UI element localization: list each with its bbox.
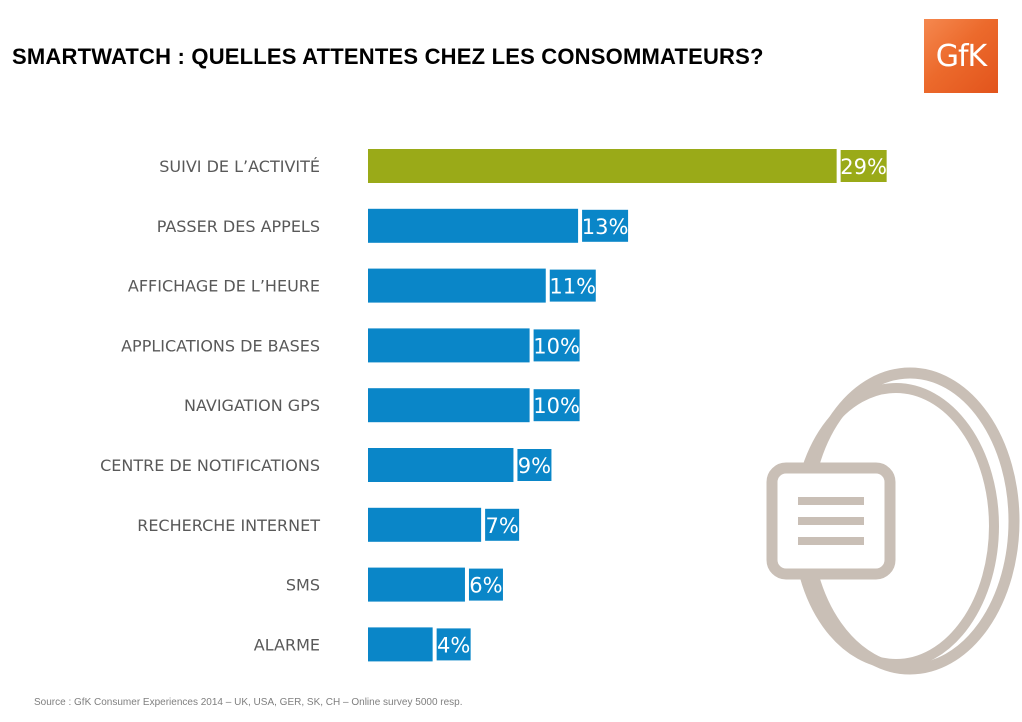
value-label-box	[517, 449, 552, 481]
bar	[368, 507, 482, 542]
category-label: PASSER DES APPELS	[157, 217, 320, 236]
value-label: 6%	[469, 574, 502, 598]
value-label: 9%	[518, 454, 551, 478]
value-label: 10%	[533, 334, 580, 358]
category-label: ALARME	[254, 635, 320, 654]
category-label: CENTRE DE NOTIFICATIONS	[100, 456, 320, 475]
value-label: 29%	[840, 155, 887, 179]
value-label: 4%	[437, 633, 470, 657]
bar	[368, 268, 546, 303]
page-title: SMARTWATCH : QUELLES ATTENTES CHEZ LES C…	[12, 44, 764, 69]
bar	[368, 448, 514, 482]
logo-text: GfK	[935, 38, 987, 74]
category-label: AFFICHAGE DE L’HEURE	[128, 277, 320, 296]
value-label: 7%	[485, 514, 518, 538]
value-label-box	[533, 329, 580, 362]
category-label: APPLICATIONS DE BASES	[121, 336, 320, 355]
category-label: NAVIGATION GPS	[184, 396, 320, 415]
bar	[368, 328, 530, 363]
bar	[368, 627, 433, 662]
category-label: SMS	[286, 576, 320, 595]
category-label: RECHERCHE INTERNET	[137, 516, 320, 535]
value-label: 10%	[533, 394, 580, 418]
value-label-box	[840, 150, 887, 182]
value-label-box	[582, 209, 629, 242]
gfk-logo: GfK	[924, 19, 998, 93]
bar	[368, 149, 837, 183]
source-note: Source : GfK Consumer Experiences 2014 –…	[34, 697, 463, 708]
bar	[368, 208, 579, 243]
bar	[368, 388, 530, 423]
value-label-box	[533, 389, 580, 422]
bar	[368, 567, 465, 602]
category-label: SUIVI DE L’ACTIVITÉ	[159, 157, 320, 176]
value-label-box	[468, 568, 503, 601]
value-label-box	[549, 269, 596, 302]
value-label: 11%	[549, 275, 596, 299]
value-label: 13%	[582, 215, 629, 239]
smartwatch-icon	[766, 367, 1020, 675]
value-label-box	[485, 508, 520, 541]
value-label-box	[436, 628, 471, 661]
